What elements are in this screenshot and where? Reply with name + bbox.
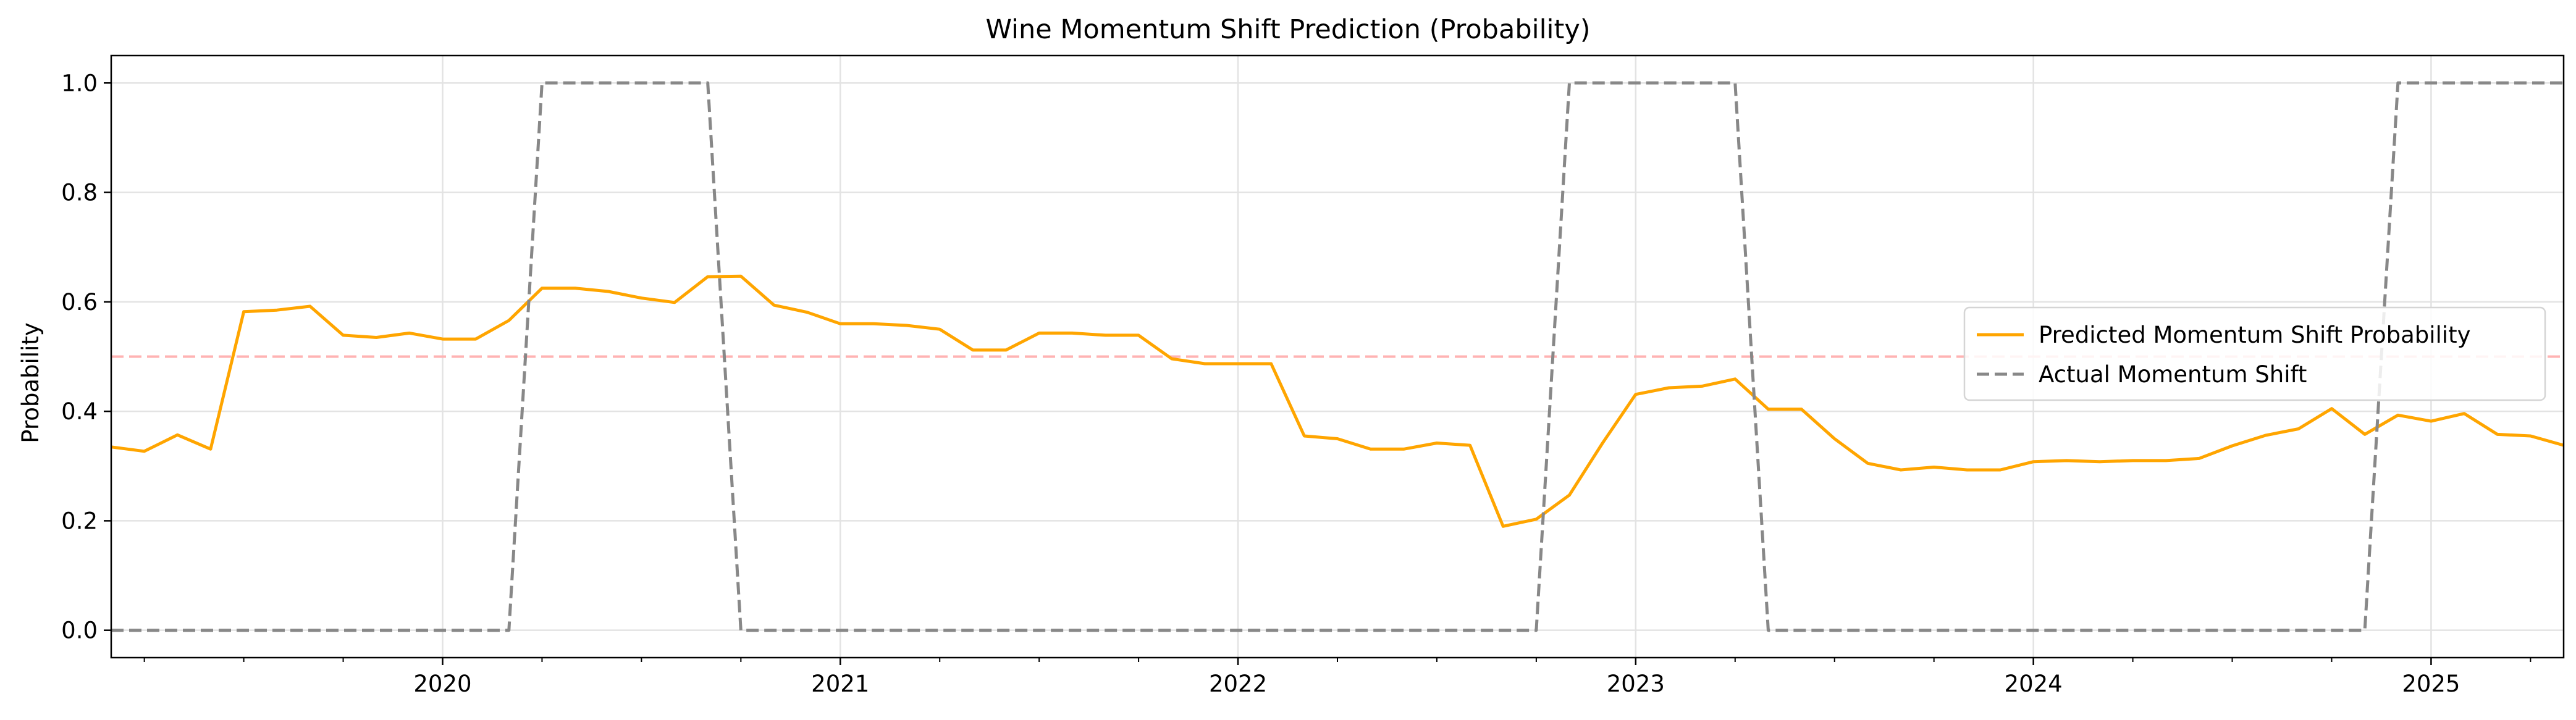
y-tick-label: 0.4 bbox=[61, 398, 98, 425]
ticks: 0.0 0.2 0.4 0.6 0.8 1.0 2020 2021 2022 2023 2024 20… bbox=[61, 70, 2532, 697]
y-tick-label: 0.2 bbox=[61, 508, 98, 534]
chart-title: Wine Momentum Shift Prediction (Probabil… bbox=[985, 14, 1590, 45]
x-tick-label: 2025 bbox=[2402, 671, 2460, 697]
actual-shift-line bbox=[111, 81, 2564, 632]
y-tick-label: 0.8 bbox=[61, 180, 98, 206]
x-tick-label: 2021 bbox=[811, 671, 869, 697]
legend: Predicted Momentum Shift Probability Actu… bbox=[1963, 306, 2546, 401]
x-tick-label: 2023 bbox=[1607, 671, 1665, 697]
series-layer bbox=[111, 81, 2564, 632]
y-tick-label: 0.0 bbox=[61, 617, 98, 644]
y-axis-label: Probability bbox=[17, 322, 44, 443]
x-tick-label: 2020 bbox=[413, 671, 471, 697]
y-tick-label: 1.0 bbox=[61, 70, 98, 96]
x-tick-label: 2022 bbox=[1209, 671, 1267, 697]
legend-box bbox=[1963, 306, 2546, 401]
legend-label: Predicted Momentum Shift Probability bbox=[2039, 322, 2470, 348]
y-tick-label: 0.6 bbox=[61, 289, 98, 316]
grid bbox=[111, 56, 2564, 658]
legend-label: Actual Momentum Shift bbox=[2039, 361, 2307, 388]
predicted-probability-line bbox=[111, 274, 2564, 528]
x-tick-label: 2024 bbox=[2005, 671, 2063, 697]
